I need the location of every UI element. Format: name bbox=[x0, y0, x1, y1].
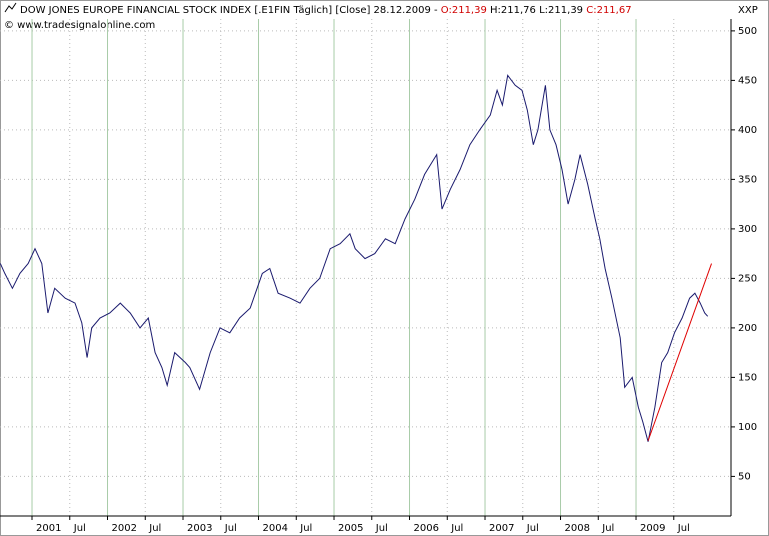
x-tick-label: Jul bbox=[375, 523, 388, 534]
y-axis-label: XXP bbox=[738, 5, 758, 16]
x-tick-label: Jul bbox=[450, 523, 463, 534]
x-tick-label: Jul bbox=[148, 523, 161, 534]
y-tick-label: 300 bbox=[738, 224, 757, 235]
y-tick-label: 150 bbox=[738, 372, 757, 383]
open-value: O:211,39 bbox=[441, 5, 487, 16]
x-tick-label: Jul bbox=[677, 523, 690, 534]
close-value: C:211,67 bbox=[586, 5, 631, 16]
x-tick-label: 2004 bbox=[263, 523, 288, 534]
x-tick-label: Jul bbox=[73, 523, 86, 534]
y-tick-label: 450 bbox=[738, 75, 757, 86]
y-tick-label: 500 bbox=[738, 26, 757, 37]
trend-line bbox=[647, 263, 712, 441]
y-tick-label: 250 bbox=[738, 273, 757, 284]
low-value: L:211,39 bbox=[539, 5, 583, 16]
y-tick-label: 350 bbox=[738, 174, 757, 185]
x-tick-label: 2006 bbox=[414, 523, 439, 534]
x-tick-label: 2005 bbox=[338, 523, 363, 534]
x-tick-label: 2009 bbox=[640, 523, 665, 534]
source: © www.tradesignalonline.com bbox=[4, 20, 155, 31]
x-tick-label: 2007 bbox=[489, 523, 514, 534]
x-tick-label: Jul bbox=[526, 523, 539, 534]
x-tick-label: Jul bbox=[224, 523, 237, 534]
chart-icon bbox=[4, 2, 17, 13]
chart-title: DOW JONES EUROPE FINANCIAL STOCK INDEX [… bbox=[20, 5, 632, 16]
high-value: H:211,76 bbox=[490, 5, 536, 16]
title-text: DOW JONES EUROPE FINANCIAL STOCK INDEX [… bbox=[20, 5, 438, 16]
y-tick-label: 400 bbox=[738, 125, 757, 136]
x-tick-label: 2003 bbox=[187, 523, 212, 534]
x-tick-label: 2002 bbox=[112, 523, 137, 534]
y-tick-label: 50 bbox=[738, 471, 751, 482]
y-tick-label: 200 bbox=[738, 323, 757, 334]
x-tick-label: Jul bbox=[299, 523, 312, 534]
x-tick-label: Jul bbox=[601, 523, 614, 534]
x-tick-label: 2001 bbox=[36, 523, 61, 534]
y-tick-label: 100 bbox=[738, 422, 757, 433]
x-tick-label: 2008 bbox=[565, 523, 590, 534]
price-line bbox=[0, 74, 709, 442]
